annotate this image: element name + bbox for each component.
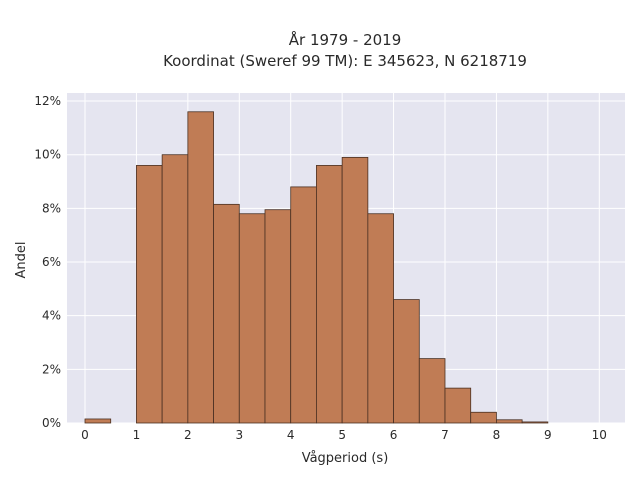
histogram-bar [238, 213, 266, 424]
x-tick-label: 0 [81, 428, 89, 442]
y-tick-label: 10% [34, 148, 61, 162]
histogram-bar [290, 186, 317, 424]
x-tick-label: 2 [184, 428, 192, 442]
histogram-bar [521, 421, 549, 424]
y-tick-label: 6% [42, 255, 61, 269]
y-tick-label: 8% [42, 201, 61, 215]
histogram-bar [341, 156, 369, 424]
histogram-bar [418, 358, 446, 424]
x-tick-label: 8 [493, 428, 501, 442]
y-axis-label: Andel [14, 242, 29, 279]
x-tick-label: 10 [592, 428, 607, 442]
y-tick-label: 0% [42, 416, 61, 430]
chart-title-line2: Koordinat (Sweref 99 TM): E 345623, N 62… [163, 52, 527, 70]
x-tick-label: 3 [235, 428, 243, 442]
x-tick-label: 7 [441, 428, 449, 442]
histogram-bar [470, 411, 497, 424]
histogram-bar [161, 154, 189, 424]
chart-title-line1: År 1979 - 2019 [289, 30, 402, 49]
histogram-bar [213, 203, 240, 424]
y-tick-label: 12% [34, 94, 61, 108]
histogram-bar [264, 209, 292, 424]
bars [84, 111, 549, 424]
histogram-bar [393, 299, 420, 424]
x-tick-label: 1 [133, 428, 141, 442]
histogram-bar [136, 165, 163, 424]
x-tick-label: 5 [338, 428, 346, 442]
histogram-bar [84, 418, 112, 424]
y-tick-label: 4% [42, 309, 61, 323]
y-tick-labels: 0% 2% 4% 6% 8% 10% 12% [34, 94, 61, 430]
histogram-bar [496, 419, 523, 424]
histogram-bar [316, 165, 343, 424]
x-tick-label: 4 [287, 428, 295, 442]
histogram-bar [367, 213, 394, 424]
x-tick-labels: 0 1 2 3 4 5 6 7 8 9 10 [81, 428, 607, 442]
histogram-bar [444, 387, 472, 424]
x-axis-label: Vågperiod (s) [302, 451, 389, 466]
histogram-bar [187, 111, 214, 424]
x-tick-label: 6 [390, 428, 398, 442]
y-tick-label: 2% [42, 362, 61, 376]
x-tick-label: 9 [544, 428, 552, 442]
